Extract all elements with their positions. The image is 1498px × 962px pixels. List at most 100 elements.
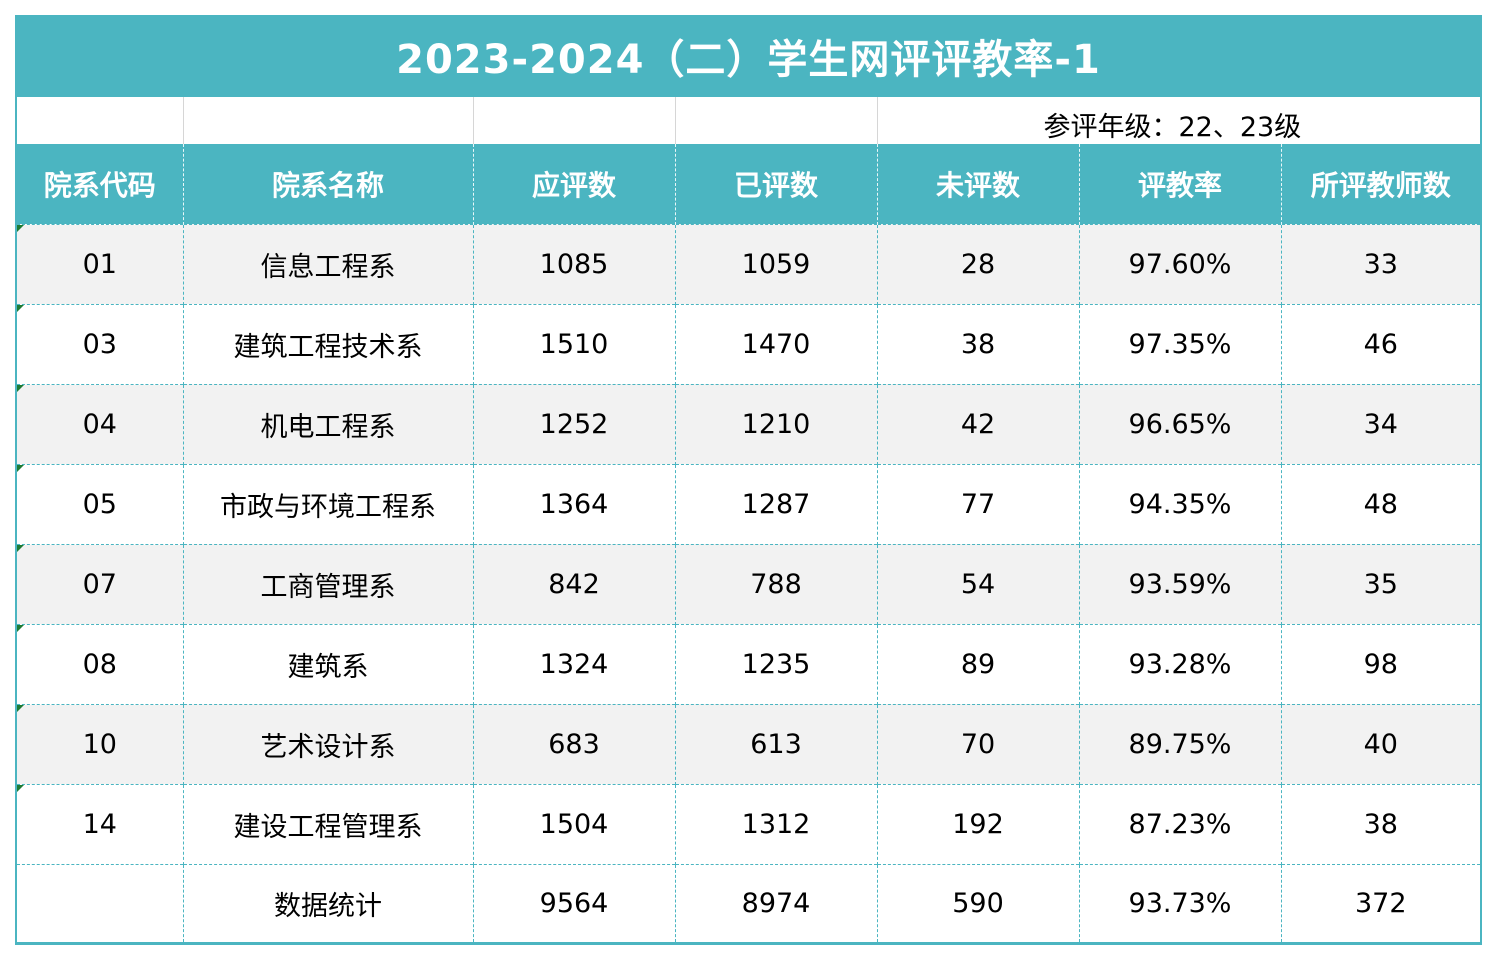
cell-teacher-count[interactable]: 33 bbox=[1280, 223, 1480, 304]
teacher-count-text: 34 bbox=[1363, 408, 1398, 440]
header-dept-name[interactable]: 院系名称 bbox=[182, 144, 473, 224]
undone-count-text: 89 bbox=[960, 648, 996, 680]
cell-dept-name[interactable]: 建设工程管理系 bbox=[182, 783, 473, 864]
header-undone-count[interactable]: 未评数 bbox=[876, 144, 1079, 224]
cell-undone-count[interactable]: 70 bbox=[876, 703, 1079, 784]
rate-text: 89.75% bbox=[1128, 728, 1232, 760]
cell-should-count[interactable]: 1252 bbox=[472, 383, 675, 464]
cell-dept-code[interactable]: 07 bbox=[17, 543, 183, 624]
cell-rate[interactable]: 87.23% bbox=[1078, 783, 1281, 864]
cell-teacher-count[interactable]: 34 bbox=[1280, 383, 1480, 464]
cell-done-count[interactable]: 613 bbox=[674, 703, 877, 784]
cell-dept-code[interactable]: 10 bbox=[17, 703, 183, 784]
cell-should-count[interactable]: 1510 bbox=[472, 303, 675, 384]
cell-should-count[interactable]: 842 bbox=[472, 543, 675, 624]
empty-cell[interactable] bbox=[182, 97, 473, 144]
cell-undone-count[interactable]: 192 bbox=[876, 783, 1079, 864]
cell-done-count[interactable]: 1210 bbox=[674, 383, 877, 464]
header-should-count[interactable]: 应评数 bbox=[472, 144, 675, 224]
done-count-text: 788 bbox=[750, 568, 802, 600]
table-row: 04 机电工程系 1252 1210 42 96.65% 34 bbox=[17, 383, 1480, 464]
dept-code-text: 04 bbox=[82, 408, 117, 440]
dept-code-text: 01 bbox=[82, 248, 117, 280]
cell-rate[interactable]: 97.60% bbox=[1078, 223, 1281, 304]
cell-teacher-count[interactable]: 40 bbox=[1280, 703, 1480, 784]
cell-done-count[interactable]: 788 bbox=[674, 543, 877, 624]
cell-should-count[interactable]: 1085 bbox=[472, 223, 675, 304]
cell-done-count[interactable]: 1470 bbox=[674, 303, 877, 384]
cell-dept-code[interactable]: 01 bbox=[17, 223, 183, 304]
total-rate[interactable]: 93.73% bbox=[1078, 863, 1281, 942]
cell-undone-count[interactable]: 77 bbox=[876, 463, 1079, 544]
cell-dept-code[interactable]: 05 bbox=[17, 463, 183, 544]
cell-should-count[interactable]: 1324 bbox=[472, 623, 675, 704]
rate-text: 94.35% bbox=[1128, 488, 1232, 520]
undone-count-text: 192 bbox=[952, 808, 1004, 840]
cell-dept-code[interactable]: 08 bbox=[17, 623, 183, 704]
rate-text: 93.59% bbox=[1128, 568, 1232, 600]
should-count-text: 842 bbox=[548, 568, 600, 600]
cell-should-count[interactable]: 1364 bbox=[472, 463, 675, 544]
should-count-text: 1504 bbox=[539, 808, 609, 840]
empty-cell[interactable] bbox=[17, 97, 183, 144]
header-teacher-count[interactable]: 所评教师数 bbox=[1280, 144, 1480, 224]
cell-dept-name[interactable]: 建筑工程技术系 bbox=[182, 303, 473, 384]
cell-teacher-count[interactable]: 35 bbox=[1280, 543, 1480, 624]
cell-marker-icon bbox=[17, 224, 24, 232]
rate-text: 93.28% bbox=[1128, 648, 1232, 680]
undone-count-text: 70 bbox=[960, 728, 996, 760]
header-dept-code[interactable]: 院系代码 bbox=[17, 144, 183, 224]
empty-cell[interactable] bbox=[472, 97, 675, 144]
empty-cell[interactable] bbox=[674, 97, 877, 144]
done-count-text: 613 bbox=[750, 728, 802, 760]
cell-marker-icon bbox=[17, 544, 24, 552]
cell-teacher-count[interactable]: 98 bbox=[1280, 623, 1480, 704]
cell-dept-name[interactable]: 建筑系 bbox=[182, 623, 473, 704]
cell-should-count[interactable]: 683 bbox=[472, 703, 675, 784]
cell-dept-code[interactable]: 14 bbox=[17, 783, 183, 864]
cell-undone-count[interactable]: 38 bbox=[876, 303, 1079, 384]
cell-rate[interactable]: 93.28% bbox=[1078, 623, 1281, 704]
cell-rate[interactable]: 93.59% bbox=[1078, 543, 1281, 624]
cell-undone-count[interactable]: 54 bbox=[876, 543, 1079, 624]
total-label[interactable]: 数据统计 bbox=[182, 863, 473, 942]
grade-note[interactable]: 参评年级：22、23级 bbox=[876, 97, 1480, 144]
dept-name-text: 艺术设计系 bbox=[260, 731, 396, 763]
cell-teacher-count[interactable]: 38 bbox=[1280, 783, 1480, 864]
cell-dept-name[interactable]: 工商管理系 bbox=[182, 543, 473, 624]
total-row: 数据统计 9564 8974 590 93.73% 372 bbox=[17, 863, 1480, 942]
cell-done-count[interactable]: 1059 bbox=[674, 223, 877, 304]
cell-done-count[interactable]: 1235 bbox=[674, 623, 877, 704]
cell-rate[interactable]: 96.65% bbox=[1078, 383, 1281, 464]
cell-undone-count[interactable]: 28 bbox=[876, 223, 1079, 304]
total-undone[interactable]: 590 bbox=[876, 863, 1079, 942]
cell-rate[interactable]: 94.35% bbox=[1078, 463, 1281, 544]
cell-rate[interactable]: 89.75% bbox=[1078, 703, 1281, 784]
total-code-cell[interactable] bbox=[17, 863, 183, 942]
done-count-text: 1312 bbox=[741, 808, 811, 840]
sheet-title: 2023-2024（二）学生网评评教率-1 bbox=[17, 15, 1480, 97]
cell-undone-count[interactable]: 42 bbox=[876, 383, 1079, 464]
dept-code-text: 03 bbox=[82, 328, 117, 360]
cell-should-count[interactable]: 1504 bbox=[472, 783, 675, 864]
header-done-count[interactable]: 已评数 bbox=[674, 144, 877, 224]
cell-dept-name[interactable]: 市政与环境工程系 bbox=[182, 463, 473, 544]
teacher-count-text: 48 bbox=[1363, 488, 1398, 520]
cell-teacher-count[interactable]: 48 bbox=[1280, 463, 1480, 544]
cell-rate[interactable]: 97.35% bbox=[1078, 303, 1281, 384]
total-should[interactable]: 9564 bbox=[472, 863, 675, 942]
cell-dept-name[interactable]: 机电工程系 bbox=[182, 383, 473, 464]
header-rate[interactable]: 评教率 bbox=[1078, 144, 1281, 224]
undone-count-text: 28 bbox=[960, 248, 996, 280]
cell-undone-count[interactable]: 89 bbox=[876, 623, 1079, 704]
cell-done-count[interactable]: 1287 bbox=[674, 463, 877, 544]
cell-done-count[interactable]: 1312 bbox=[674, 783, 877, 864]
cell-dept-name[interactable]: 艺术设计系 bbox=[182, 703, 473, 784]
cell-dept-name[interactable]: 信息工程系 bbox=[182, 223, 473, 304]
total-teachers[interactable]: 372 bbox=[1280, 863, 1480, 942]
total-done[interactable]: 8974 bbox=[674, 863, 877, 942]
cell-dept-code[interactable]: 03 bbox=[17, 303, 183, 384]
table-row: 07 工商管理系 842 788 54 93.59% 35 bbox=[17, 543, 1480, 624]
cell-dept-code[interactable]: 04 bbox=[17, 383, 183, 464]
cell-teacher-count[interactable]: 46 bbox=[1280, 303, 1480, 384]
